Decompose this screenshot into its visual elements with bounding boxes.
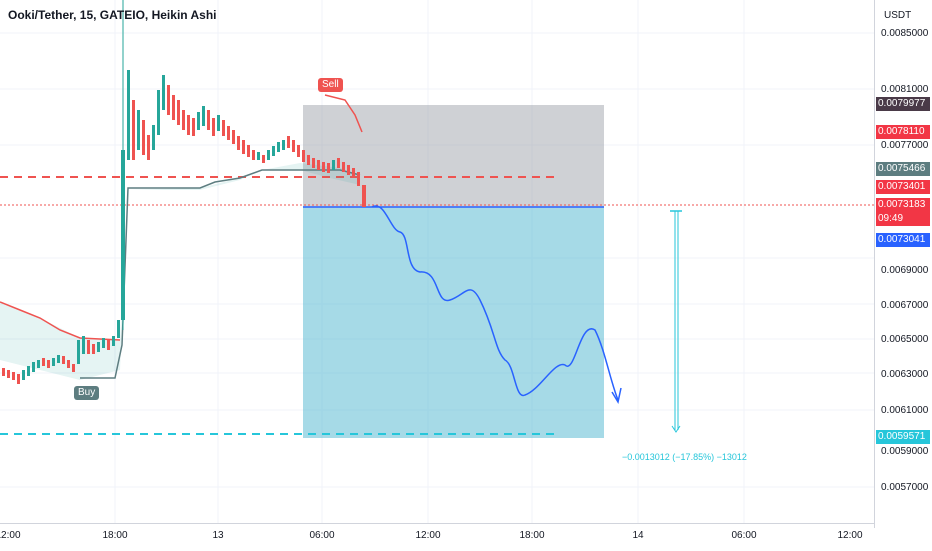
y-tick-label: 0.0065000 bbox=[881, 334, 929, 345]
measure-arrow-icon bbox=[671, 425, 681, 433]
projection-arrowhead bbox=[611, 387, 622, 405]
y-tick-label: 0.0059000 bbox=[881, 446, 929, 457]
y-tick-label: 0.0063000 bbox=[881, 369, 929, 380]
y-tick-label: 0.0061000 bbox=[881, 405, 929, 416]
stop-loss-zone[interactable] bbox=[303, 105, 604, 207]
indicator-red-line bbox=[0, 301, 121, 341]
time-axis[interactable] bbox=[0, 523, 874, 551]
y-tick-label: 0.0067000 bbox=[881, 300, 929, 311]
indicator-gray-line bbox=[80, 169, 361, 379]
x-tick-label: 14 bbox=[632, 530, 644, 541]
x-tick-label: 18:00 bbox=[519, 530, 545, 541]
price-tag-teal: 0.0059571 bbox=[876, 430, 930, 444]
current-price-tag: 0.0073183 bbox=[876, 198, 930, 212]
buy-signal-label: Buy bbox=[74, 386, 100, 400]
take-profit-zone[interactable] bbox=[303, 207, 604, 438]
x-tick-label: 06:00 bbox=[731, 530, 757, 541]
price-tag-dark: 0.0079977 bbox=[876, 97, 930, 111]
x-tick-label: 13 bbox=[212, 530, 224, 541]
x-tick-label: 18:00 bbox=[102, 530, 128, 541]
price-tag-red: 0.0078110 bbox=[876, 125, 930, 139]
indicator-cloud bbox=[0, 163, 360, 380]
x-tick-label: 12:00 bbox=[415, 530, 441, 541]
x-tick-label: 12:00 bbox=[837, 530, 863, 541]
sell-signal-label: Sell bbox=[318, 78, 343, 92]
indicator-sell-line bbox=[324, 94, 363, 133]
currency-label: USDT bbox=[884, 10, 912, 21]
projection-path[interactable] bbox=[371, 205, 619, 401]
y-tick-label: 0.0085000 bbox=[881, 28, 929, 39]
x-tick-label: 06:00 bbox=[309, 530, 335, 541]
y-tick-label: 0.0077000 bbox=[881, 140, 929, 151]
y-tick-label: 0.0081000 bbox=[881, 84, 929, 95]
y-tick-label: 0.0069000 bbox=[881, 265, 929, 276]
price-tag-gray: 0.0075466 bbox=[876, 162, 930, 176]
y-tick-label: 0.0057000 bbox=[881, 482, 929, 493]
price-tag-red-2: 0.0073401 bbox=[876, 180, 930, 194]
measure-readout: −0.0013012 (−17.85%) −13012 bbox=[622, 452, 747, 462]
bar-countdown: 09:49 bbox=[876, 212, 930, 226]
price-tag-blue: 0.0073041 bbox=[876, 233, 930, 247]
symbol-title[interactable]: Ooki/Tether, 15, GATEIO, Heikin Ashi bbox=[8, 8, 217, 22]
x-tick-label: 12:00 bbox=[0, 530, 21, 541]
candles bbox=[2, 0, 366, 384]
